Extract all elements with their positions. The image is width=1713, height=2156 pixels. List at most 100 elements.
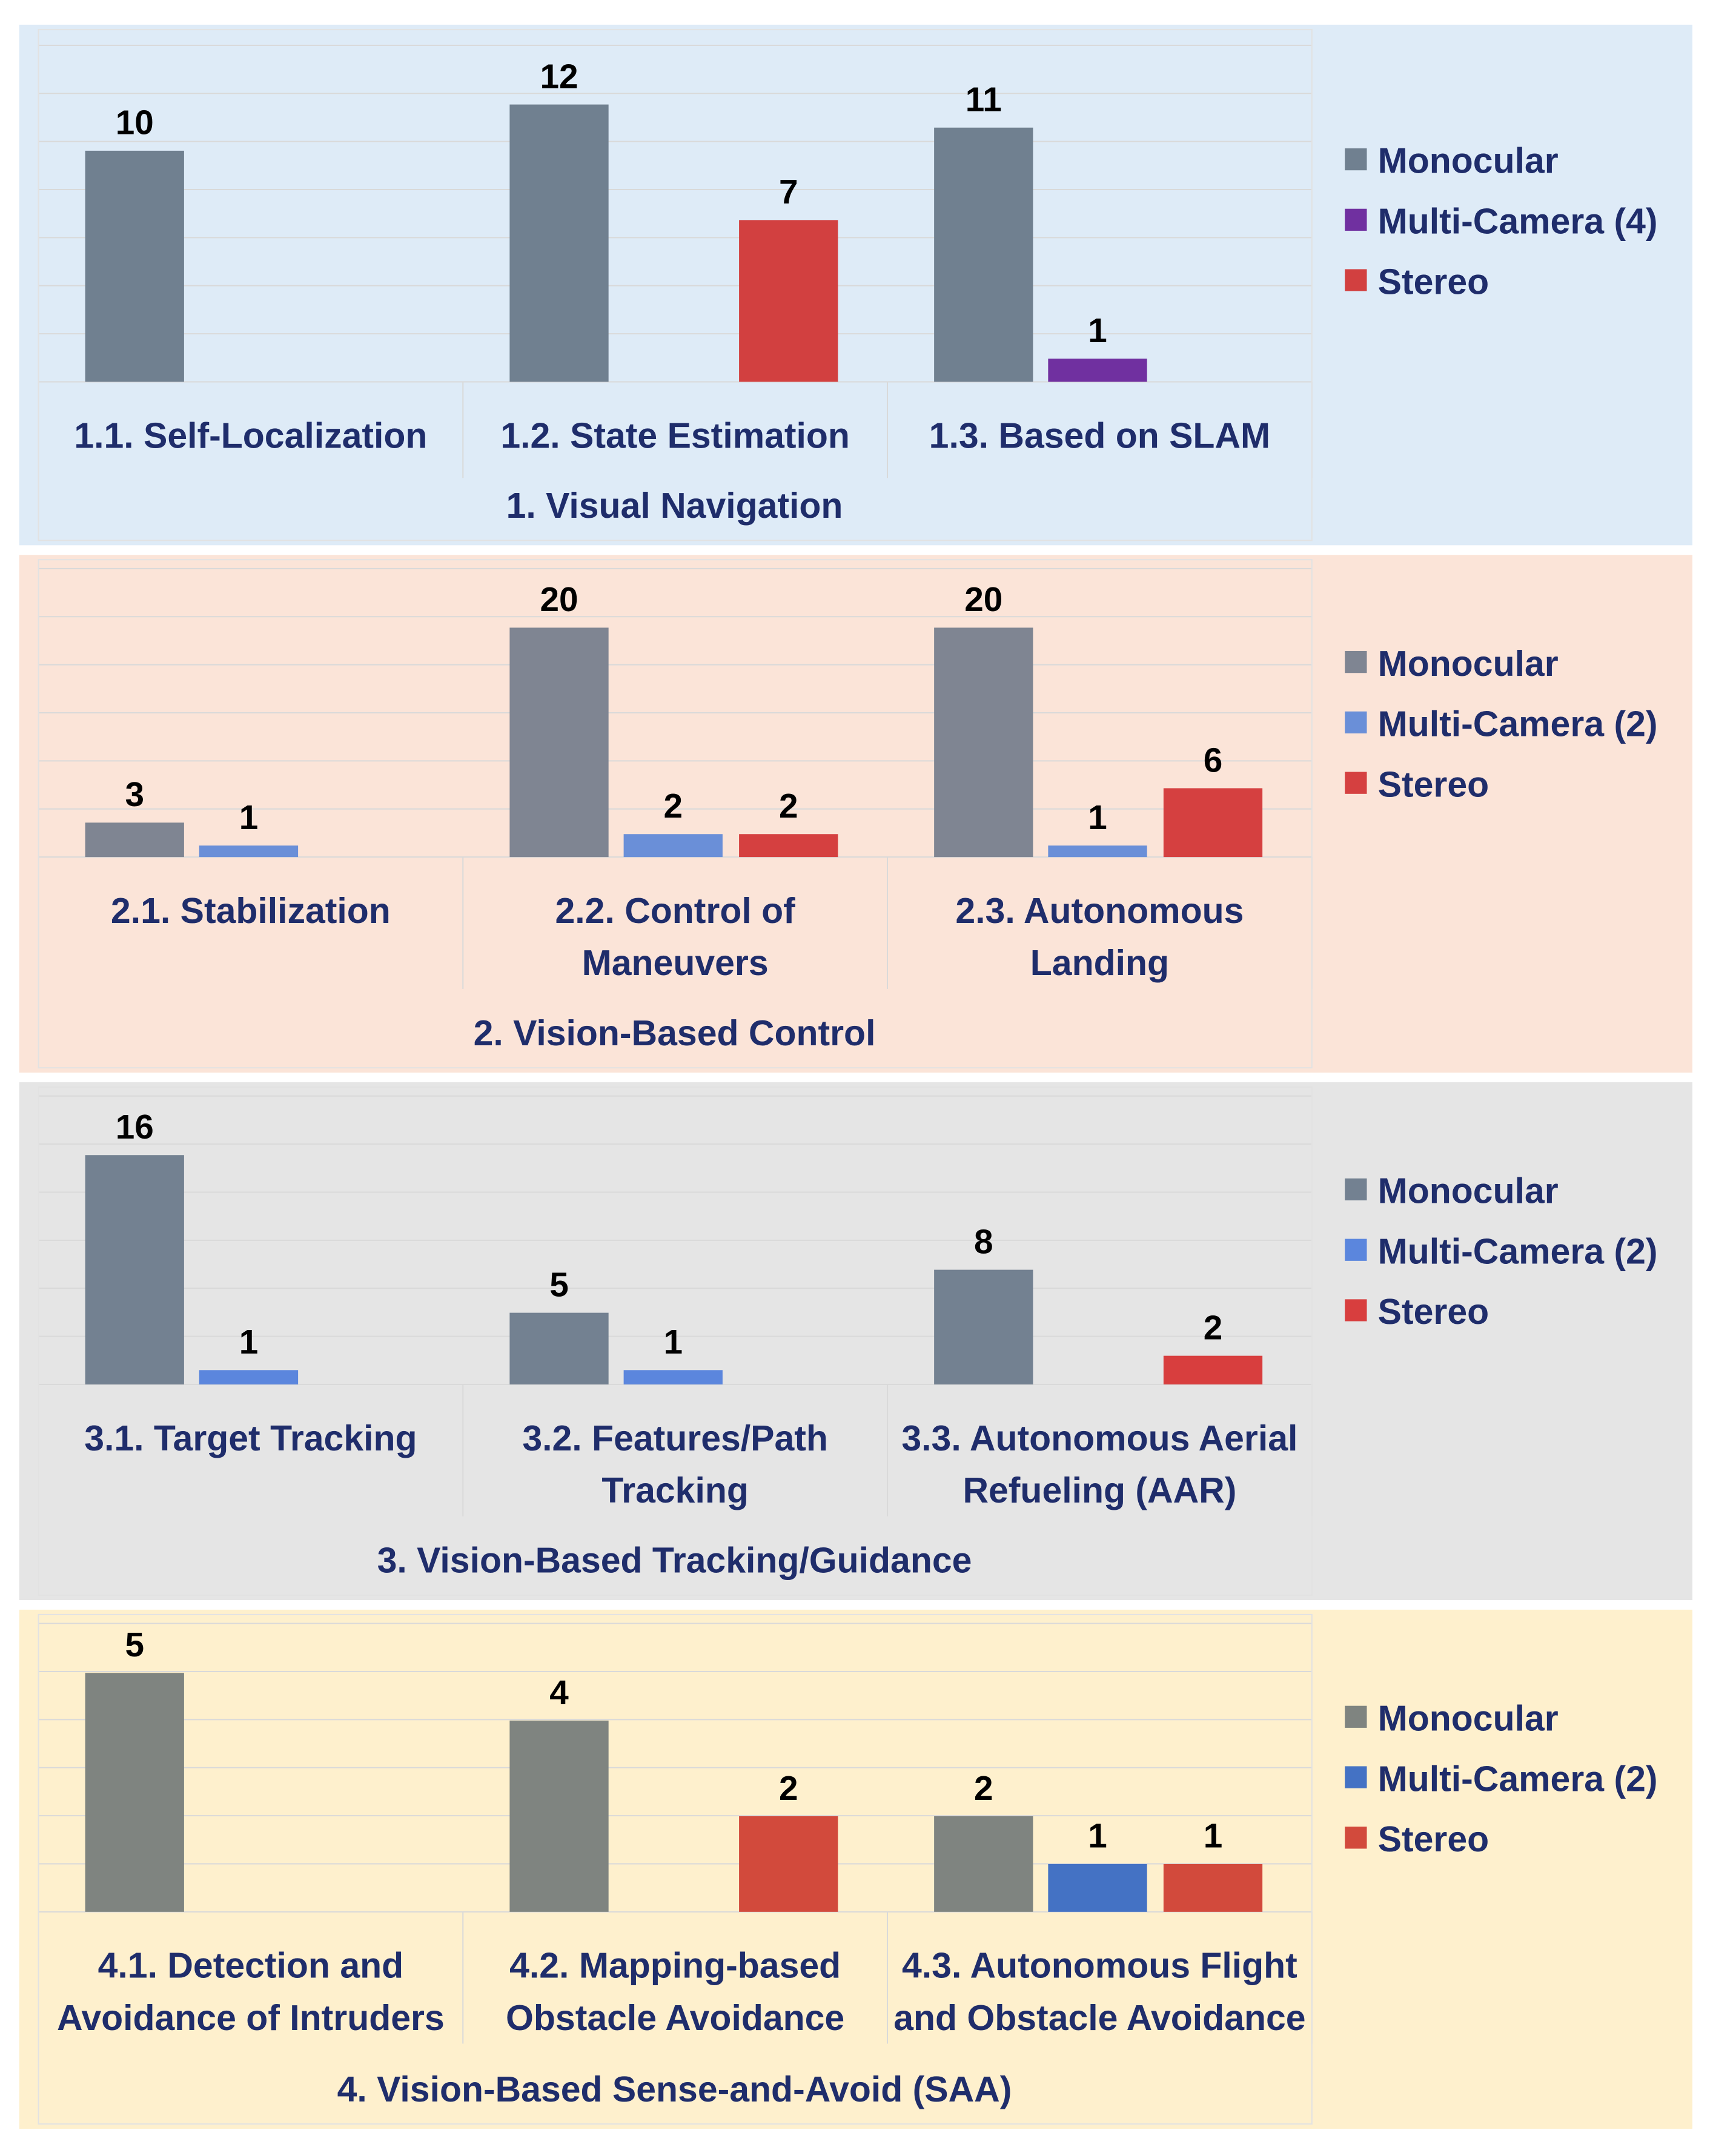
panel-background [19,24,1692,546]
legend-swatch [1345,1238,1367,1261]
bar-multi-camera-1 [199,845,299,858]
legend-label: Monocular [1378,1699,1559,1738]
data-label: 1 [239,799,259,837]
legend-label: Multi-Camera (4) [1378,202,1658,242]
data-label: 3 [125,776,144,814]
legend-label: Monocular [1378,142,1559,181]
data-label: 8 [974,1223,993,1261]
data-label: 2 [779,1770,798,1808]
category-label: 1.3. Based on SLAM [929,416,1270,455]
data-label: 7 [779,173,798,211]
legend-swatch [1345,269,1367,291]
data-label: 1 [1088,312,1107,350]
data-label: 2 [1204,1309,1223,1347]
bar-multi-camera-2 [623,834,723,858]
plot-frame [38,559,1313,1069]
category-label: Tracking [601,1471,748,1510]
plot-frame [38,1613,1313,2125]
bar-monocular-1 [85,822,184,858]
category-label: Refueling (AAR) [963,1471,1236,1510]
legend-swatch [1345,650,1367,673]
bar-multi-camera-3 [1048,845,1147,858]
legend-label: Monocular [1378,644,1559,684]
data-label: 10 [116,104,154,142]
panel-title: 2. Vision-Based Control [474,1014,876,1053]
plot-frame [38,1086,1313,1596]
legend-swatch [1345,208,1367,231]
legend-swatch [1345,1827,1367,1849]
bar-monocular-3 [934,1269,1033,1384]
bar-monocular-3 [934,627,1033,858]
category-label: 2.1. Stabilization [111,891,391,931]
data-label: 1 [239,1323,259,1361]
legend-label: Multi-Camera (2) [1378,1232,1658,1271]
plot-frame [38,28,1313,541]
bar-stereo-2 [739,834,838,858]
bar-stereo-2 [739,1816,838,1912]
bar-monocular-1 [85,1673,184,1912]
bar-multi-camera-3 [1048,359,1147,382]
panel-background [19,555,1692,1073]
data-label: 1 [663,1323,683,1361]
bar-monocular-2 [509,104,609,382]
panel-title: 1. Visual Navigation [506,486,843,526]
data-label: 2 [663,787,683,825]
category-label: 4.3. Autonomous Flight [902,1946,1297,1986]
data-label: 12 [540,58,578,96]
bar-monocular-2 [509,1721,609,1912]
legend-swatch [1345,1766,1367,1788]
bar-monocular-3 [934,1816,1033,1912]
category-label: Avoidance of Intruders [57,1999,445,2038]
category-label: Obstacle Avoidance [506,1999,844,2038]
panel-background [19,1609,1692,2129]
bar-stereo-2 [739,220,838,382]
bar-multi-camera-2 [623,1370,723,1384]
legend-swatch [1345,711,1367,734]
category-label: 4.2. Mapping-based [509,1946,841,1986]
legend-swatch [1345,772,1367,794]
category-label: 1.1. Self-Localization [74,416,427,455]
data-label: 11 [966,81,1002,119]
category-label: 3.2. Features/Path [522,1419,828,1458]
chart-panel-4: 5 4 2 1 2 1 4.1. Detection and Avoidance of Int… [19,1609,1692,2129]
legend-swatch [1345,1178,1367,1201]
category-label: Maneuvers [582,944,769,983]
category-label: 1.2. State Estimation [500,416,850,455]
bar-multi-camera-1 [199,1370,299,1384]
legend-label: Stereo [1378,1292,1489,1332]
panel-title: 3. Vision-Based Tracking/Guidance [377,1541,972,1581]
data-label: 1 [1204,1817,1223,1856]
bar-stereo-3 [1163,1355,1263,1384]
data-label: 6 [1204,741,1223,779]
data-label: 20 [964,581,1002,619]
data-label: 5 [549,1266,569,1304]
panel-background [19,1082,1692,1601]
data-label: 1 [1088,1817,1107,1856]
category-label: Landing [1030,944,1169,983]
category-label: 4.1. Detection and [98,1946,404,1986]
category-label: and Obstacle Avoidance [893,1999,1305,2038]
data-label: 16 [116,1108,154,1146]
legend-label: Stereo [1378,262,1489,302]
chart-panel-2: 3 20 20 1 2 1 2 6 2.1. Stabilization 2.2. Control… [19,555,1692,1073]
data-label: 2 [974,1770,993,1808]
legend-swatch [1345,148,1367,171]
bar-monocular-2 [509,627,609,858]
category-label: 3.3. Autonomous Aerial [901,1419,1297,1458]
data-label: 1 [1088,799,1107,837]
legend-swatch [1345,1705,1367,1728]
category-label: 2.2. Control of [555,891,795,931]
category-label: 3.1. Target Tracking [84,1419,417,1458]
data-label: 5 [125,1626,144,1664]
bar-monocular-1 [85,1155,184,1384]
bar-multi-camera-3 [1048,1863,1147,1912]
bar-stereo-3 [1163,788,1263,858]
bar-monocular-3 [934,127,1033,382]
legend-label: Monocular [1378,1172,1559,1211]
panel-title: 4. Vision-Based Sense-and-Avoid (SAA) [337,2070,1012,2109]
bar-stereo-3 [1163,1863,1263,1912]
legend-label: Multi-Camera (2) [1378,1759,1658,1799]
